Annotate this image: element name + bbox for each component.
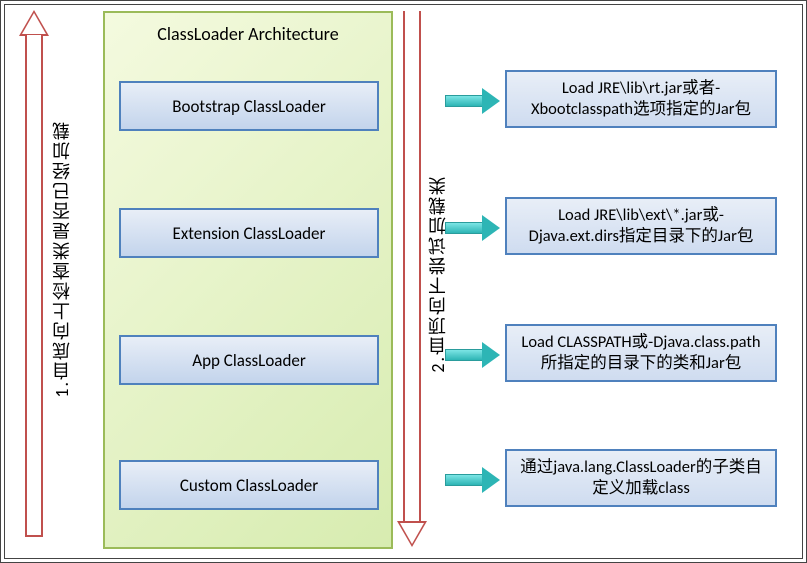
left-arrow-shaft <box>25 35 43 535</box>
connector-arrow-2 <box>445 217 500 239</box>
loader-extension: Extension ClassLoader <box>119 208 379 258</box>
mid-arrow-head-icon <box>397 521 427 547</box>
architecture-container: ClassLoader Architecture Bootstrap Class… <box>103 11 393 549</box>
loader-bootstrap: Bootstrap ClassLoader <box>119 81 379 131</box>
desc-bootstrap: Load JRE\lib\rt.jar或者-Xbootclasspath选项指定… <box>505 70 777 128</box>
connector-arrow-4 <box>445 469 500 491</box>
loader-custom: Custom ClassLoader <box>119 460 379 510</box>
inner-frame: 1.自底向上检查类是否已经加载 ClassLoader Architecture… <box>4 4 803 559</box>
left-arrow-label: 1.自底向上检查类是否已经加载 <box>49 120 75 398</box>
desc-custom: 通过java.lang.ClassLoader的子类自定义加载class <box>505 449 777 507</box>
left-arrow-head-icon <box>19 10 49 36</box>
mid-arrow-shaft <box>403 11 421 521</box>
desc-app: Load CLASSPATH或-Djava.class.path所指定的目录下的… <box>505 324 777 382</box>
connector-arrow-3 <box>445 344 500 366</box>
desc-extension: Load JRE\lib\ext\*.jar或-Djava.ext.dirs指定… <box>505 197 777 255</box>
diagram-canvas: 1.自底向上检查类是否已经加载 ClassLoader Architecture… <box>0 0 807 563</box>
architecture-title: ClassLoader Architecture <box>105 23 391 45</box>
loader-app: App ClassLoader <box>119 335 379 385</box>
left-arrow-base <box>25 535 43 537</box>
connector-arrow-1 <box>445 90 500 112</box>
